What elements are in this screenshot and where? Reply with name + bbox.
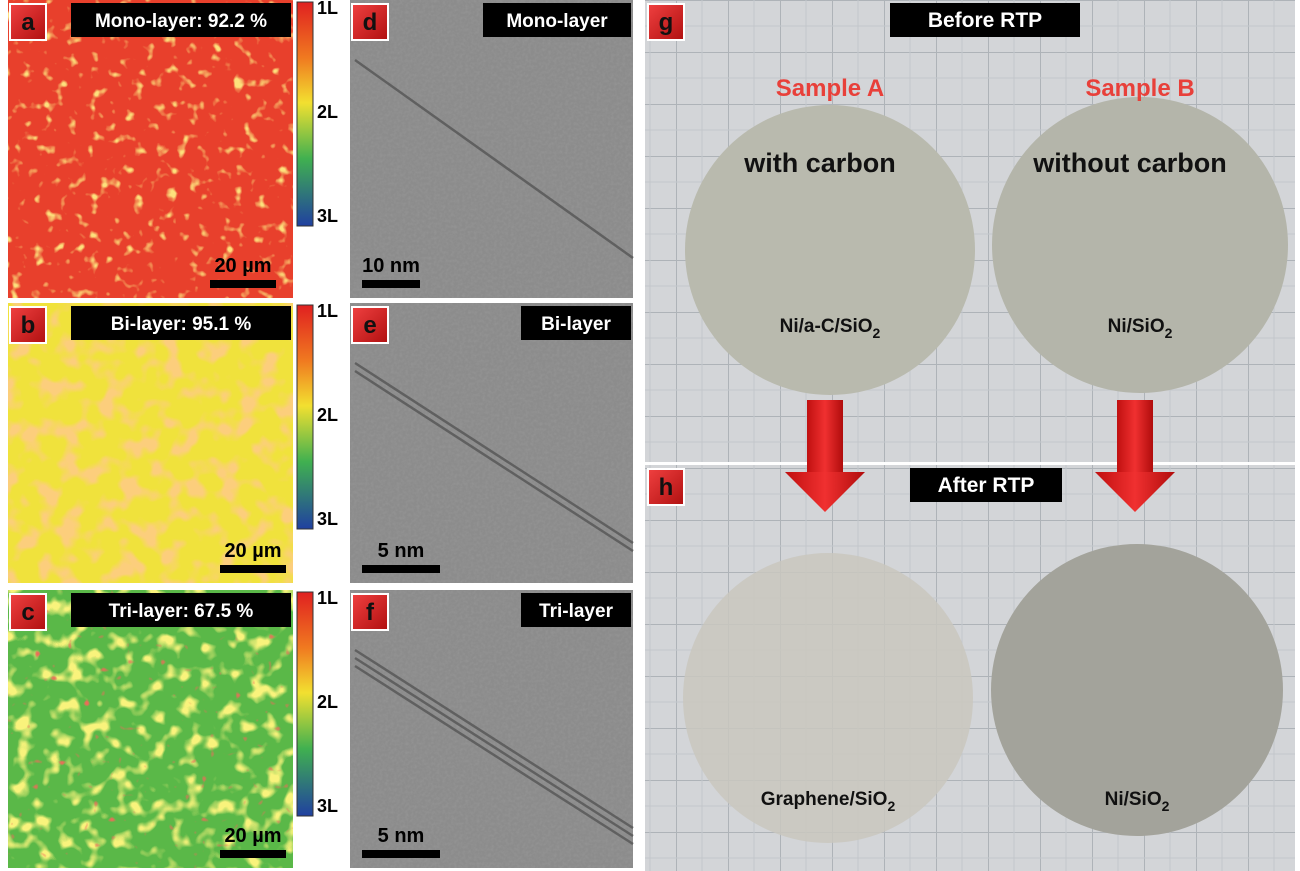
tem-texture (350, 0, 633, 298)
colorbar-label: 1L (317, 588, 338, 608)
colorbar-label: 1L (317, 0, 338, 18)
colorbar (297, 2, 313, 226)
scale-bar (362, 565, 440, 573)
panel-label: d (363, 9, 378, 36)
panel-title: Mono-layer: 92.2 % (95, 11, 267, 32)
panel-title: Mono-layer (506, 11, 608, 32)
colorbar-label: 2L (317, 102, 338, 122)
panel-label: g (659, 9, 674, 36)
colorbar-label: 3L (317, 509, 338, 529)
arrow-shaft (807, 400, 843, 475)
scale-label: 20 µm (224, 540, 281, 562)
figure: 1L 2L 3L a Mono-layer: 92.2 % 20 µm 1L 2L 3L b Bi-… (0, 0, 1300, 871)
scale-label: 20 µm (214, 255, 271, 277)
sample-note: without carbon (1032, 148, 1226, 178)
colorbar-label: 2L (317, 692, 338, 712)
scale-bar (362, 850, 440, 858)
wafer (992, 97, 1288, 393)
panel-title: Before RTP (928, 9, 1042, 32)
sample-name: Sample B (1085, 75, 1194, 102)
panel-title: Bi-layer: 95.1 % (111, 314, 252, 335)
stack-text: Ni/SiO (1108, 316, 1165, 337)
colorbar-label: 3L (317, 206, 338, 226)
panel-title: After RTP (938, 474, 1035, 497)
panel-title: Tri-layer: 67.5 % (109, 601, 254, 622)
stack-sub: 2 (873, 325, 881, 341)
colorbar-label: 1L (317, 301, 338, 321)
stack-sub: 2 (1165, 325, 1173, 341)
scale-bar (220, 565, 286, 573)
sample-name: Sample A (776, 75, 884, 102)
scale-bar (220, 850, 286, 858)
stack-sub: 2 (1162, 798, 1170, 814)
stack-text: Graphene/SiO (761, 789, 888, 810)
panel-label: b (21, 312, 36, 339)
panel-label: a (21, 9, 35, 36)
stack-text: Ni/SiO (1105, 789, 1162, 810)
scale-label: 5 nm (378, 540, 425, 562)
colorbar-label: 2L (317, 405, 338, 425)
stack-text: Ni/a-C/SiO (780, 316, 873, 337)
panel-label: f (366, 599, 375, 626)
scale-bar (362, 280, 420, 288)
panel-label: h (659, 474, 674, 501)
panel-label: e (363, 312, 376, 339)
stack-sub: 2 (887, 798, 895, 814)
colorbar (297, 305, 313, 529)
scale-label: 5 nm (378, 825, 425, 847)
sample-note: with carbon (743, 148, 896, 178)
colorbar (297, 592, 313, 816)
scale-label: 20 µm (224, 825, 281, 847)
scale-label: 10 nm (362, 255, 420, 277)
map-texture (8, 0, 293, 298)
scale-bar (210, 280, 276, 288)
panel-title: Tri-layer (539, 601, 614, 622)
arrow-shaft (1117, 400, 1153, 475)
panel-label: c (21, 599, 34, 626)
panel-title: Bi-layer (541, 314, 611, 335)
colorbar-label: 3L (317, 796, 338, 816)
